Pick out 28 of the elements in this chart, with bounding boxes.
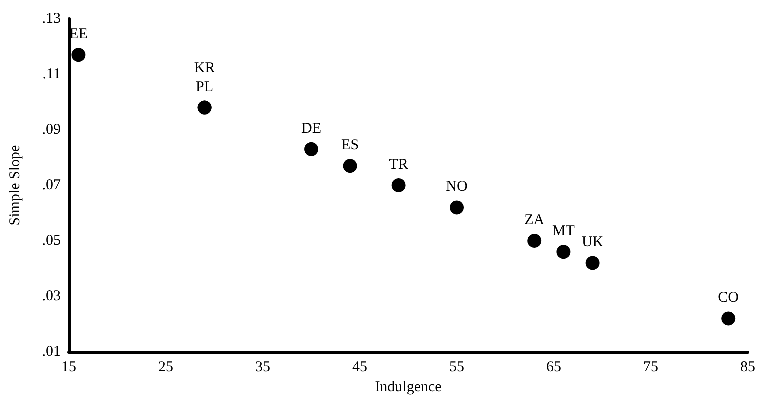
annotation: DE	[302, 120, 322, 137]
annotation: CO	[718, 290, 740, 306]
x-tick-label: 25	[158, 360, 174, 376]
annotation: NO	[446, 179, 468, 196]
x-tick-label: 65	[546, 360, 562, 376]
annotation: TR	[389, 157, 408, 173]
x-tick-label: 85	[740, 360, 756, 376]
x-tick-label: 15	[62, 360, 76, 376]
y-tick-label: .09	[42, 122, 61, 138]
x-tick-label: 35	[256, 360, 270, 376]
y-tick-label: .07	[42, 178, 62, 194]
annotation: ES	[342, 138, 360, 154]
annotation: KR	[194, 60, 216, 76]
y-axis-title: Simple Slope	[8, 144, 24, 226]
annotation: EE	[70, 26, 88, 43]
y-tick-label: .11	[42, 66, 61, 82]
y-tick-label: .05	[42, 233, 61, 249]
annotation: MT	[552, 224, 575, 240]
y-tick-label: .01	[42, 344, 61, 360]
annotation: PL	[196, 79, 214, 96]
annotation: UK	[582, 234, 604, 251]
x-axis-title: Indulgence	[375, 379, 442, 396]
x-tick-label: 45	[352, 360, 368, 376]
annotation: ZA	[524, 212, 545, 228]
y-tick-label: .03	[42, 288, 61, 304]
y-tick-label: .13	[42, 11, 61, 27]
x-tick-label: 75	[644, 360, 658, 376]
x-tick-label: 55	[450, 360, 464, 376]
